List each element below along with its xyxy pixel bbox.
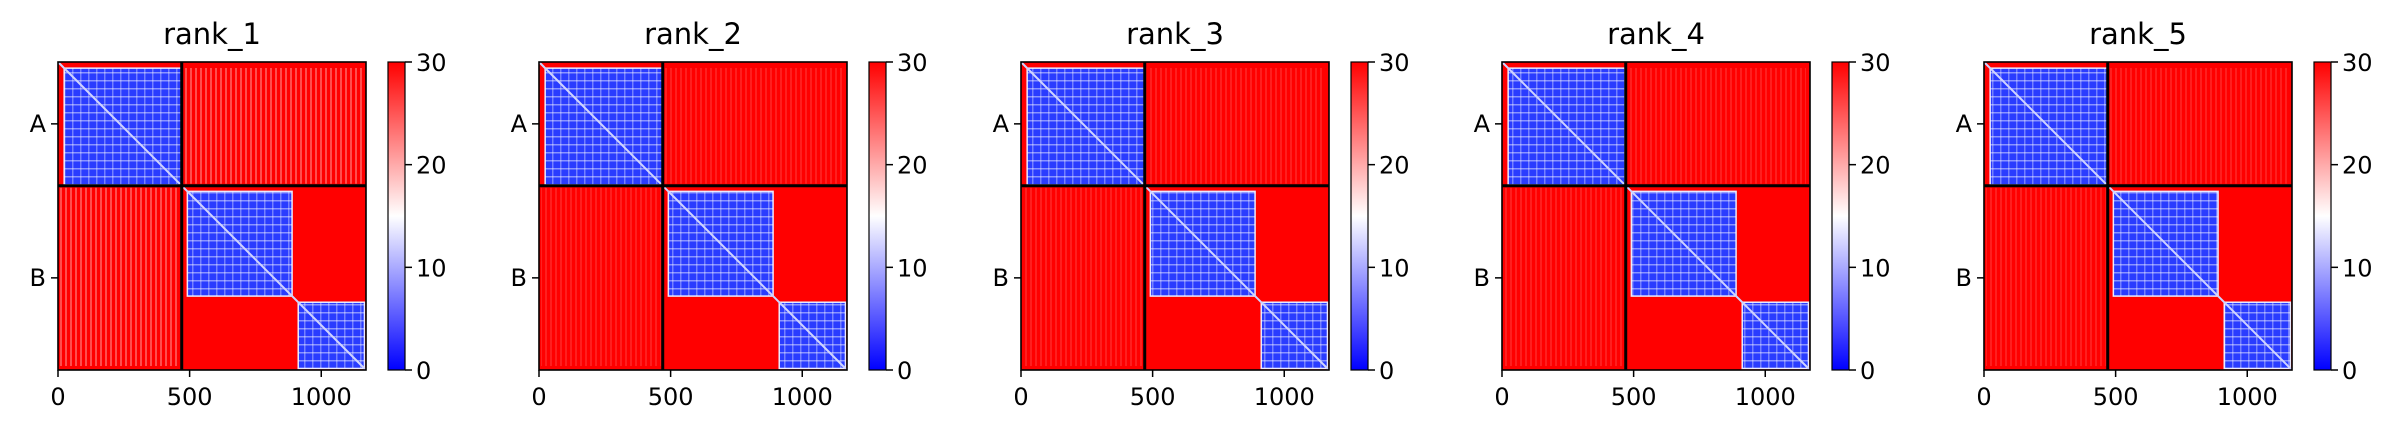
colorbar [2313, 61, 2332, 371]
colorbar [387, 61, 406, 371]
diagonal-line [1501, 61, 1811, 371]
diagonal-line [538, 61, 848, 371]
chart-panel-5: rank_5 A B 0 500 1000 0 10 20 30 [1956, 17, 2373, 411]
offdiag-region-ab [1146, 68, 1325, 184]
colorbar-tick-label: 20 [416, 152, 447, 180]
x-tick-label: 1000 [1254, 383, 1315, 411]
x-tick-label: 0 [1494, 383, 1509, 411]
offdiag-region-ab [2109, 68, 2288, 184]
chart-panel-2: rank_2 A B 0 500 1000 0 10 20 30 [511, 17, 928, 411]
colorbar-tick-label: 20 [2342, 152, 2373, 180]
colorbar-tick-label: 20 [897, 152, 928, 180]
x-tick-label: 500 [167, 383, 213, 411]
x-tick-label: 500 [1130, 383, 1176, 411]
colorbar-tick-label: 20 [1860, 152, 1891, 180]
chart-panel-3: rank_3 A B 0 500 1000 0 10 20 30 [993, 17, 1410, 411]
plot-frame [57, 61, 367, 371]
colorbar-tick-label: 20 [1379, 152, 1410, 180]
x-tick-label: 0 [50, 383, 65, 411]
x-tick-label: 500 [648, 383, 694, 411]
colorbar-tick-label: 30 [2342, 49, 2373, 77]
offdiag-region-ba [1023, 187, 1143, 366]
diagonal-line [1020, 61, 1330, 371]
plot-frame [1020, 61, 1330, 371]
diagonal-line [57, 61, 367, 371]
colorbar-tick-label: 0 [1379, 357, 1394, 385]
x-tick-label: 1000 [291, 383, 352, 411]
offdiag-region-ab [1627, 68, 1806, 184]
x-tick-label: 0 [531, 383, 546, 411]
y-tick-label-A: A [511, 110, 528, 138]
y-tick-label-A: A [30, 110, 47, 138]
chart-title: rank_1 [163, 17, 261, 51]
y-tick-label-B: B [993, 264, 1009, 292]
plot-frame [1501, 61, 1811, 371]
chart-panel-4: rank_4 A B 0 500 1000 0 10 20 30 [1474, 17, 1891, 411]
offdiag-region-ba [60, 187, 180, 366]
plot-frame [538, 61, 848, 371]
colorbar-tick-label: 0 [897, 357, 912, 385]
x-tick-label: 500 [1611, 383, 1657, 411]
colorbar-tick-label: 10 [897, 254, 928, 282]
y-tick-label-A: A [1956, 110, 1973, 138]
diagonal-line [1983, 61, 2293, 371]
chart-title: rank_2 [644, 17, 742, 51]
x-tick-label: 500 [2093, 383, 2139, 411]
y-tick-label-B: B [1474, 264, 1490, 292]
colorbar-tick-label: 0 [2342, 357, 2357, 385]
x-tick-label: 1000 [772, 383, 833, 411]
x-tick-label: 0 [1013, 383, 1028, 411]
colorbar-tick-label: 30 [1860, 49, 1891, 77]
colorbar [1831, 61, 1850, 371]
offdiag-region-ab [183, 68, 362, 184]
y-tick-label-A: A [1474, 110, 1491, 138]
y-tick-label-A: A [993, 110, 1010, 138]
colorbar [1350, 61, 1369, 371]
y-tick-label-B: B [30, 264, 46, 292]
x-tick-label: 1000 [1735, 383, 1796, 411]
colorbar-tick-label: 30 [416, 49, 447, 77]
colorbar-tick-label: 10 [416, 254, 447, 282]
offdiag-region-ba [1986, 187, 2106, 366]
x-tick-label: 0 [1976, 383, 1991, 411]
y-tick-label-B: B [511, 264, 527, 292]
colorbar-tick-label: 10 [1860, 254, 1891, 282]
chart-title: rank_5 [2089, 17, 2187, 51]
colorbar [868, 61, 887, 371]
offdiag-region-ab [664, 68, 843, 184]
colorbar-tick-label: 0 [1860, 357, 1875, 385]
colorbar-tick-label: 10 [1379, 254, 1410, 282]
chart-panel-1: rank_1 A B 0 500 1000 0 10 20 30 [30, 17, 447, 411]
colorbar-tick-label: 30 [1379, 49, 1410, 77]
chart-title: rank_4 [1607, 17, 1705, 51]
y-tick-label-B: B [1956, 264, 1972, 292]
colorbar-tick-label: 10 [2342, 254, 2373, 282]
plot-frame [1983, 61, 2293, 371]
offdiag-region-ba [541, 187, 661, 366]
colorbar-tick-label: 30 [897, 49, 928, 77]
chart-title: rank_3 [1126, 17, 1224, 51]
x-tick-label: 1000 [2217, 383, 2278, 411]
offdiag-region-ba [1504, 187, 1624, 366]
colorbar-tick-label: 0 [416, 357, 431, 385]
